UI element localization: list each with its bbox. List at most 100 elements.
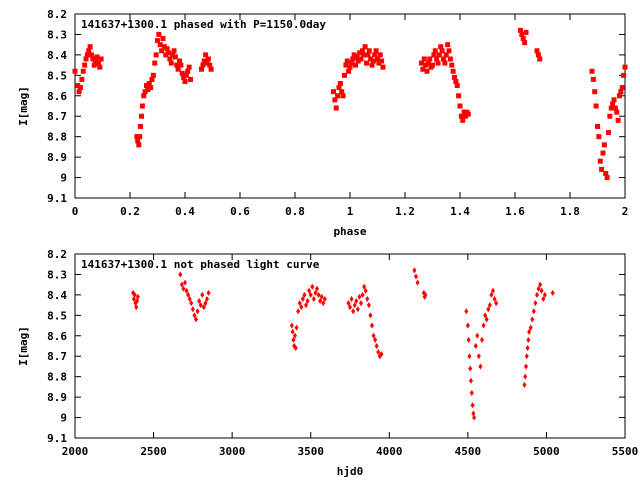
light-curve-data-points — [131, 267, 555, 421]
light-curve-data-point — [187, 295, 192, 302]
light-curve-data-point — [423, 291, 428, 298]
phased-data-point — [339, 89, 345, 95]
light-curve-data-point — [539, 287, 544, 294]
phased-data-point — [593, 103, 599, 109]
light-curve-x-tick-label: 2000 — [62, 445, 89, 458]
light-curve-y-tick-label: 8.8 — [47, 371, 67, 384]
phased-data-point — [90, 56, 96, 62]
phased-data-point — [458, 113, 464, 119]
light-curve-data-point — [469, 377, 473, 384]
light-curve-data-point — [533, 300, 538, 307]
light-curve-plot-frame — [74, 253, 626, 439]
light-curve-data-point — [481, 322, 486, 329]
phased-data-point — [188, 76, 193, 82]
light-curve-x-tick-label: 5000 — [533, 445, 560, 458]
light-curve-data-point — [181, 285, 186, 292]
phased-data-point — [434, 56, 440, 62]
light-curve-data-point — [135, 293, 140, 300]
light-curve-data-point — [363, 287, 368, 294]
phased-data-point — [137, 134, 143, 140]
phased-data-point — [617, 93, 622, 99]
light-curve-y-tick-label: 8.2 — [47, 248, 67, 261]
light-curve-data-point — [198, 302, 203, 309]
phased-data-point — [369, 62, 375, 68]
light-curve-data-point — [538, 281, 543, 288]
phased-data-point — [365, 52, 371, 58]
phased-x-tick-label: 1.4 — [450, 205, 470, 218]
phased-data-point — [453, 78, 459, 84]
phased-data-point — [170, 52, 176, 58]
phased-chart-panel: 8.28.38.48.58.68.78.88.999.1 0 0.2 0.4 0.6 0… — [17, 8, 628, 238]
light-curve-data-point — [486, 306, 491, 313]
phased-data-point — [460, 117, 466, 123]
phased-x-tick-label: 0.4 — [175, 205, 195, 218]
phased-data-point — [179, 70, 185, 76]
light-curve-data-point — [186, 291, 191, 298]
light-curve-data-point — [192, 312, 197, 319]
light-curve-x-ticks: 2000 2500 3000 3500 4000 4500 5000 5500 — [62, 254, 638, 458]
light-curve-data-point — [368, 312, 373, 319]
phased-data-point — [372, 52, 378, 58]
phased-data-point — [149, 76, 155, 82]
phased-data-point — [353, 62, 358, 68]
phased-data-point — [600, 150, 606, 156]
light-curve-data-point — [293, 332, 297, 339]
light-curve-data-point — [373, 336, 378, 343]
light-curve-data-point — [535, 291, 539, 298]
phased-data-point — [167, 56, 173, 62]
phased-data-point — [420, 66, 426, 72]
light-curve-chart-title: 141637+1300.1 not phased light curve — [81, 258, 320, 271]
light-curve-y-tick-label: 8.9 — [47, 391, 67, 404]
light-curve-y-tick-label: 8.3 — [47, 268, 67, 281]
phased-data-point — [606, 130, 611, 136]
phased-y-tick-label: 8.4 — [47, 49, 67, 62]
light-curve-data-point — [541, 295, 546, 302]
light-curve-data-point — [475, 332, 480, 339]
phased-data-point — [72, 68, 78, 74]
phased-data-point — [441, 56, 446, 62]
phased-data-point — [98, 56, 104, 62]
phased-data-point — [370, 58, 376, 64]
phased-x-tick-label: 1.2 — [395, 205, 415, 218]
phased-data-point — [590, 76, 596, 82]
phased-data-point — [595, 123, 600, 129]
light-curve-data-point — [359, 300, 363, 307]
phased-data-point — [438, 44, 444, 50]
phased-data-point — [141, 93, 147, 99]
phased-data-point — [361, 52, 367, 58]
light-curve-data-point — [414, 273, 418, 280]
light-curve-data-point — [308, 291, 313, 298]
light-curve-data-point — [310, 283, 315, 290]
light-curve-data-point — [346, 300, 351, 307]
phased-data-point — [332, 97, 338, 103]
phased-data-point — [364, 60, 369, 66]
phased-x-tick-label: 0 — [72, 205, 79, 218]
phased-data-point — [522, 40, 528, 46]
light-curve-data-point — [183, 279, 187, 286]
phased-y-tick-label: 8.8 — [47, 131, 67, 144]
phased-data-point — [435, 60, 441, 66]
phased-data-point — [355, 58, 361, 64]
light-curve-data-point — [184, 287, 189, 294]
phased-data-point — [603, 170, 609, 176]
phased-data-point — [80, 68, 86, 74]
phased-data-point — [135, 138, 141, 144]
light-curve-data-point — [469, 390, 474, 397]
phased-data-point — [204, 60, 210, 66]
light-curve-data-point — [365, 295, 370, 302]
phased-x-tick-label: 0.6 — [230, 205, 250, 218]
phased-x-ticks: 0 0.2 0.4 0.6 0.8 1 1.2 1.4 1.6 1.8 2 — [72, 14, 628, 218]
phased-data-point — [368, 56, 374, 62]
phased-data-point — [160, 36, 166, 42]
light-curve-data-point — [371, 332, 376, 339]
light-curve-data-point — [311, 295, 316, 302]
phased-data-point — [535, 52, 541, 58]
phased-data-point — [79, 76, 85, 82]
phased-data-point — [336, 85, 342, 91]
phased-data-point — [419, 60, 424, 66]
phased-data-point — [362, 44, 368, 50]
phased-data-point — [157, 42, 163, 48]
phased-data-point — [200, 62, 206, 68]
phased-data-point — [607, 113, 613, 119]
